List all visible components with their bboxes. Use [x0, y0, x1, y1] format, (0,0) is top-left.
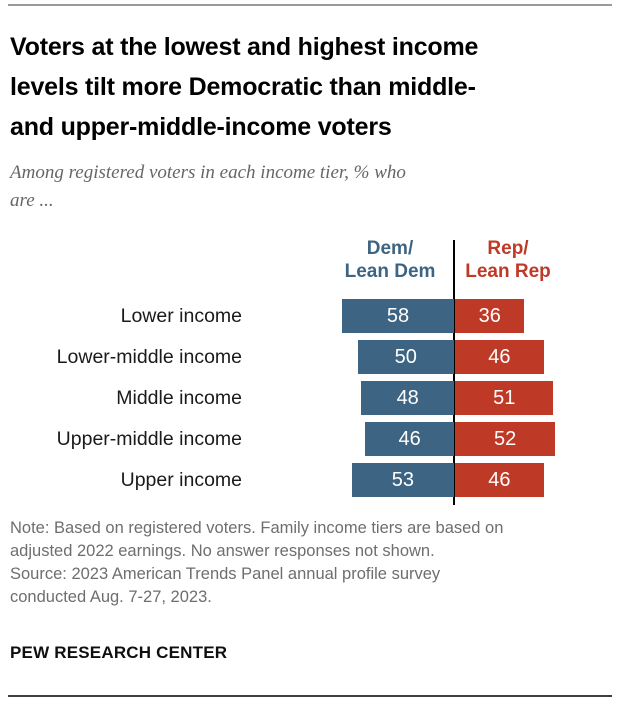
- dem-bar: 48: [361, 381, 454, 415]
- subtitle-line-2: are ...: [10, 190, 54, 211]
- dem-bar: 46: [365, 422, 454, 456]
- category-label: Upper income: [120, 469, 242, 491]
- bar-value: 53: [391, 468, 414, 491]
- source-line-2: conducted Aug. 7-27, 2023.: [10, 588, 212, 606]
- table-row: Upper-middle income 46 52: [0, 422, 620, 456]
- note-line-2: adjusted 2022 earnings. No answer respon…: [10, 542, 435, 560]
- title-line-3: and upper-middle-income voters: [10, 113, 392, 141]
- note-line-1: Note: Based on registered voters. Family…: [10, 519, 504, 537]
- table-row: Upper income 53 46: [0, 463, 620, 497]
- rep-header-line-1: Rep/: [487, 238, 529, 259]
- dem-bar: 50: [357, 340, 454, 374]
- rep-header-line-2: Lean Rep: [465, 261, 551, 282]
- rep-bar: 52: [455, 422, 556, 456]
- chart-subtitle: Among registered voters in each income t…: [10, 159, 570, 215]
- rep-bar: 51: [455, 381, 554, 415]
- plot: Lower income 58 36 Lower-middle income 50 46 M…: [0, 299, 620, 504]
- table-row: Lower-middle income 50 46: [0, 340, 620, 374]
- subtitle-line-1: Among registered voters in each income t…: [10, 162, 406, 183]
- center-axis-line: [453, 240, 455, 505]
- table-row: Lower income 58 36: [0, 299, 620, 333]
- bar-value: 48: [396, 386, 419, 409]
- bar-value: 51: [493, 386, 516, 409]
- dem-bar: 58: [342, 299, 454, 333]
- dem-bar: 53: [351, 463, 454, 497]
- bar-value: 52: [494, 427, 517, 450]
- rep-bar: 36: [455, 299, 525, 333]
- brand-wordmark: PEW RESEARCH CENTER: [10, 643, 228, 662]
- source-line-1: Source: 2023 American Trends Panel annua…: [10, 565, 441, 583]
- category-label: Lower income: [120, 305, 242, 327]
- rep-bar: 46: [455, 463, 544, 497]
- bar-value: 46: [398, 427, 421, 450]
- bar-value: 58: [386, 304, 410, 327]
- bottom-divider: [8, 695, 612, 697]
- rep-bar: 46: [455, 340, 544, 374]
- rep-column-header: Rep/ Lean Rep: [447, 237, 569, 283]
- bar-value: 46: [488, 468, 511, 491]
- title-line-1: Voters at the lowest and highest income: [10, 33, 479, 61]
- category-label: Middle income: [116, 387, 242, 409]
- bar-value: 36: [478, 304, 501, 327]
- title-line-2: levels tilt more Democratic than middle-: [10, 73, 476, 101]
- category-label: Upper-middle income: [56, 428, 242, 450]
- dem-header-line-2: Lean Dem: [344, 261, 436, 282]
- table-row: Middle income 48 51: [0, 381, 620, 415]
- page-title: Voters at the lowest and highest income …: [10, 27, 616, 147]
- bar-value: 46: [488, 345, 511, 368]
- bar-value: 50: [394, 345, 417, 368]
- category-label: Lower-middle income: [56, 346, 242, 368]
- dem-header-line-1: Dem/: [366, 238, 414, 259]
- top-divider: [8, 4, 612, 6]
- dem-column-header: Dem/ Lean Dem: [325, 237, 455, 283]
- note-text: Note: Based on registered voters. Family…: [10, 517, 610, 609]
